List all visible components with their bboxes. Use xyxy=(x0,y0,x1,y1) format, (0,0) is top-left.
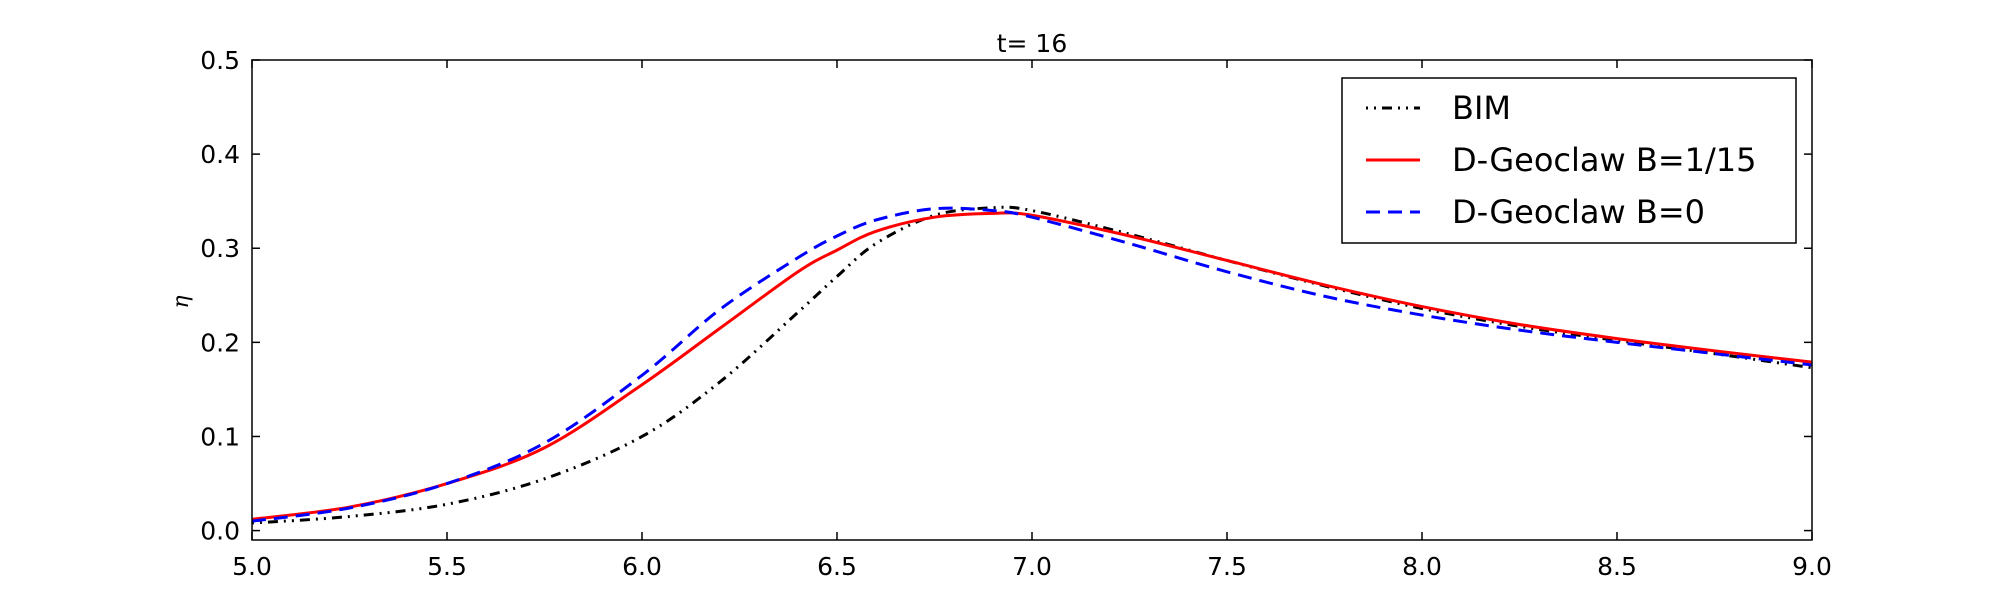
plot-frame xyxy=(251,59,1813,541)
y-axis-label: η xyxy=(169,295,194,308)
legend-label: BIM xyxy=(1452,89,1511,127)
x-tick-label: 7.5 xyxy=(1207,552,1247,581)
y-tick-label: 0.5 xyxy=(200,46,240,75)
x-tick-label: 7.0 xyxy=(1012,552,1052,581)
x-tick-label: 6.5 xyxy=(817,552,857,581)
x-tick-label: 6.0 xyxy=(622,552,662,581)
series-line-0 xyxy=(251,205,1813,525)
y-tick-label: 0.2 xyxy=(200,328,240,357)
legend-label: D-Geoclaw B=0 xyxy=(1452,193,1705,231)
x-tick-label: 5.0 xyxy=(232,552,272,581)
y-tick-label: 0.0 xyxy=(200,517,240,546)
legend-label: D-Geoclaw B=1/15 xyxy=(1452,141,1756,179)
x-tick-label: 8.5 xyxy=(1597,552,1637,581)
y-tick-label: 0.1 xyxy=(200,422,240,451)
x-tick-label: 8.0 xyxy=(1402,552,1442,581)
series-layer xyxy=(251,205,1813,525)
series-line-1 xyxy=(251,211,1813,521)
series-line-2 xyxy=(251,206,1813,523)
y-tick-label: 0.3 xyxy=(200,234,240,263)
chart-title: t= 16 xyxy=(997,29,1068,58)
y-tick-label: 0.4 xyxy=(200,140,240,169)
x-tick-label: 9.0 xyxy=(1792,552,1832,581)
ticks-layer: 5.0 5.5 6.0 6.5 7.0 7.5 8.0 8.5 9.0 0.0 0.1 0.2 0.3 0… xyxy=(200,46,1832,581)
legend: BIM D-Geoclaw B=1/15 D-Geoclaw B=0 xyxy=(1341,77,1797,244)
x-tick-label: 5.5 xyxy=(427,552,467,581)
